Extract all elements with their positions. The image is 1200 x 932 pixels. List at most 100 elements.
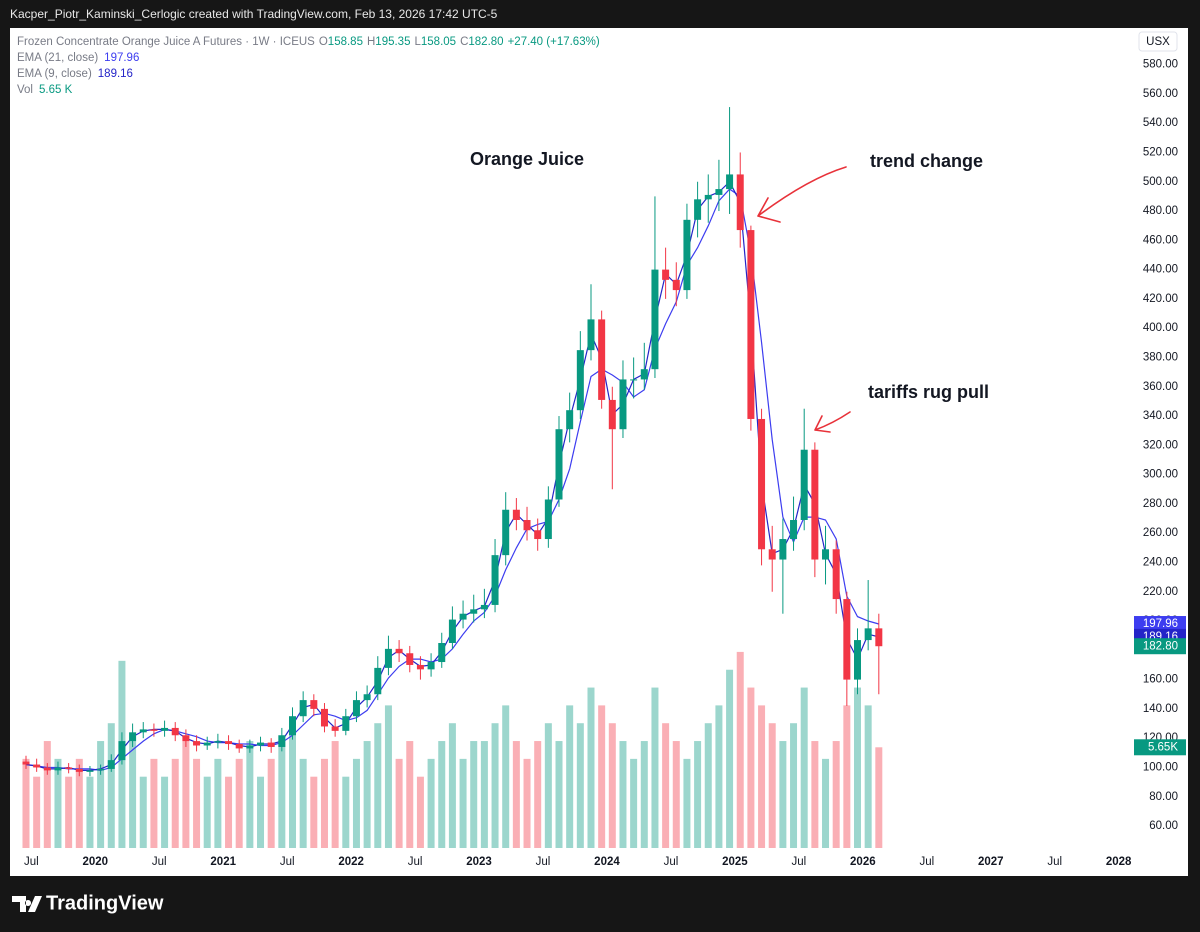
x-tick-label: Jul [1047, 856, 1062, 868]
volume-bar [384, 705, 392, 848]
chart-panel [10, 28, 1188, 876]
volume-bar [779, 741, 787, 848]
candle-body [310, 700, 318, 709]
y-tick-label: 280.00 [1143, 498, 1178, 510]
volume-bar [800, 687, 808, 848]
volume-bar [97, 741, 105, 848]
symbol: Frozen Concentrate Orange Juice A Future… [17, 36, 315, 48]
legend-name: EMA (21, close) [17, 52, 98, 64]
candle-body [470, 609, 478, 614]
volume-bar [811, 741, 819, 848]
y-tick-label: 400.00 [1143, 322, 1178, 334]
candle-body [587, 319, 595, 351]
legend-value: 189.16 [98, 68, 133, 80]
volume-bar [182, 741, 190, 848]
x-tick-label: Jul [24, 856, 39, 868]
x-tick-label: 2020 [82, 856, 108, 868]
x-tick-label: Jul [664, 856, 679, 868]
volume-bar [768, 723, 776, 848]
volume-bar [651, 687, 659, 848]
y-tick-label: 540.00 [1143, 117, 1178, 129]
y-tick-label: 320.00 [1143, 439, 1178, 451]
legend-name: EMA (9, close) [17, 68, 92, 80]
candle-body [566, 410, 574, 430]
y-tick-label: 440.00 [1143, 264, 1178, 276]
price-box-label: 5.65K [1148, 741, 1178, 753]
volume-bar [736, 651, 744, 848]
candle-body [129, 732, 137, 742]
currency-box[interactable] [1138, 31, 1178, 52]
volume-bar [427, 758, 435, 848]
candle-body [683, 219, 691, 291]
ohlc-value: 182.80 [468, 36, 503, 48]
candle-body [630, 379, 638, 381]
volume-bar [267, 758, 275, 848]
candle-body [875, 628, 883, 647]
x-tick-label: 2021 [210, 856, 236, 868]
currency[interactable]: USX [1146, 36, 1170, 48]
candle-body [203, 742, 211, 746]
candle-body [65, 767, 73, 769]
candle-body [374, 667, 382, 695]
candle-body [22, 761, 30, 765]
candle-body [54, 767, 62, 771]
y-tick-label: 500.00 [1143, 176, 1178, 188]
volume-bar [502, 705, 510, 848]
y-tick-label: 240.00 [1143, 556, 1178, 568]
candle-body [182, 735, 190, 742]
volume-bar [75, 758, 83, 848]
volume-bar [107, 723, 115, 848]
y-tick-label: 580.00 [1143, 59, 1178, 71]
annotation: Orange Juice [470, 149, 584, 169]
volume-bar [65, 776, 73, 848]
candle-body [107, 760, 115, 769]
volume-bar [704, 723, 712, 848]
legend-value: 5.65 K [39, 84, 73, 96]
y-tick-label: 260.00 [1143, 527, 1178, 539]
candle-body [822, 549, 830, 560]
ohlc: O158.85 H195.35 L158.05 C182.80 [319, 36, 504, 48]
ema21-legend: EMA (21, close) 197.96 [17, 52, 139, 64]
x-tick-label: 2028 [1106, 856, 1132, 868]
volume-bar [448, 723, 456, 848]
volume-bar [566, 705, 574, 848]
candle-body [598, 319, 606, 400]
candle-body [480, 604, 488, 610]
candle-body [86, 770, 94, 772]
price-box-label: 197.96 [1143, 618, 1178, 630]
y-tick-label: 380.00 [1143, 351, 1178, 363]
volume-bar [747, 687, 755, 848]
x-tick-label: Jul [792, 856, 807, 868]
candle-body [832, 549, 840, 600]
y-tick-label: 560.00 [1143, 88, 1178, 100]
y-tick-label: 460.00 [1143, 234, 1178, 246]
volume-bar [54, 758, 62, 848]
plot: 60.0080.00100.00120.00140.00160.00180.00… [22, 59, 1178, 868]
x-tick-label: 2027 [978, 856, 1004, 868]
volume-bar [694, 741, 702, 848]
candle-body [555, 429, 563, 500]
volume-bar [171, 758, 179, 848]
candle-body [747, 230, 755, 419]
candle-body [854, 640, 861, 680]
volume-bar [726, 669, 734, 848]
ohlc-key: L [414, 36, 421, 48]
candle-body [438, 643, 446, 663]
candle-body [790, 520, 798, 540]
volume-bar [257, 776, 265, 848]
volume-bar [619, 741, 627, 848]
volume-bar [470, 741, 478, 848]
candle-body [704, 194, 712, 200]
volume-bar [640, 741, 648, 848]
y-tick-label: 520.00 [1143, 146, 1178, 158]
volume-bar [320, 758, 328, 848]
candle-body [640, 369, 648, 380]
ohlc-key: C [460, 36, 468, 48]
volume-bar [416, 776, 424, 848]
candle-body [75, 768, 83, 772]
volume-bar [33, 776, 41, 848]
brand: TradingView [46, 892, 164, 914]
volume-bar [203, 776, 211, 848]
volume-bar [374, 723, 382, 848]
volume-bar [406, 741, 414, 848]
